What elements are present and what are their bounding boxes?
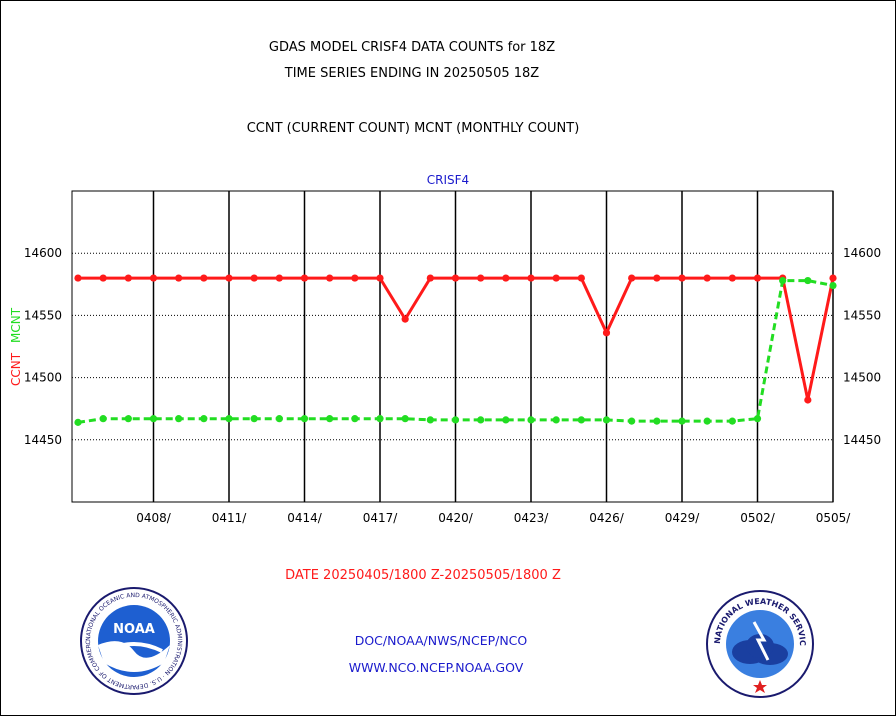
- data-point-ccnt: [200, 274, 208, 282]
- y-axis-label-ccnt: CCNT: [9, 352, 23, 386]
- panel-label: CRISF4: [427, 173, 469, 187]
- data-point-ccnt: [577, 274, 585, 282]
- data-point-ccnt: [678, 274, 686, 282]
- noaa-logo: NATIONAL OCEANIC AND ATMOSPHERIC ADMINIS…: [80, 587, 188, 695]
- x-tick-label: 0420/: [438, 511, 474, 525]
- data-point-mcnt: [351, 415, 359, 423]
- data-point-ccnt: [804, 396, 812, 404]
- data-point-mcnt: [703, 417, 711, 425]
- data-point-ccnt: [275, 274, 283, 282]
- x-axis-label: DATE 20250405/1800 Z-20250505/1800 Z: [285, 568, 561, 583]
- data-point-ccnt: [753, 274, 762, 282]
- data-point-ccnt: [99, 274, 107, 282]
- data-point-mcnt: [653, 417, 661, 425]
- data-point-ccnt: [74, 274, 82, 282]
- footer-org-path: DOC/NOAA/NWS/NCEP/NCO: [355, 633, 528, 648]
- y-tick-label-left: 14550: [24, 308, 62, 322]
- x-tick-label: 0429/: [665, 511, 701, 525]
- noaa-wordmark: NOAA: [113, 622, 155, 637]
- data-point-mcnt: [829, 281, 837, 290]
- x-tick-label: 0417/: [363, 511, 399, 525]
- data-point-ccnt: [426, 274, 434, 282]
- data-point-ccnt: [728, 274, 736, 282]
- data-point-mcnt: [300, 415, 309, 423]
- data-point-ccnt: [250, 274, 258, 282]
- y-axis-label-mcnt: MCNT: [9, 307, 23, 343]
- data-point-mcnt: [99, 415, 107, 423]
- data-point-mcnt: [477, 416, 485, 424]
- nws-logo: NATIONAL WEATHER SERVICE: [706, 590, 814, 698]
- data-point-ccnt: [502, 274, 510, 282]
- y-tick-label-left: 14500: [24, 371, 62, 385]
- data-point-mcnt: [175, 415, 183, 423]
- chart-title-line-3: CCNT (CURRENT COUNT) MCNT (MONTHLY COUNT…: [247, 121, 580, 136]
- y-tick-label-left: 14450: [24, 433, 62, 447]
- data-point-ccnt: [300, 274, 309, 282]
- data-point-ccnt: [175, 274, 183, 282]
- data-point-mcnt: [149, 415, 158, 423]
- data-point-mcnt: [753, 415, 762, 423]
- x-tick-label: 0426/: [589, 511, 625, 525]
- y-tick-label-right: 14550: [843, 308, 881, 322]
- data-point-ccnt: [225, 274, 233, 282]
- data-point-mcnt: [376, 415, 384, 423]
- x-tick-label: 0408/: [136, 511, 172, 525]
- series-layer: [74, 274, 837, 426]
- footer-website: WWW.NCO.NCEP.NOAA.GOV: [349, 660, 524, 675]
- data-point-mcnt: [124, 415, 132, 423]
- x-tick-label: 0502/: [740, 511, 776, 525]
- data-point-ccnt: [376, 274, 384, 282]
- data-point-ccnt: [149, 274, 158, 282]
- y-tick-label-right: 14600: [843, 246, 881, 260]
- x-tick-label: 0411/: [212, 511, 248, 525]
- data-point-mcnt: [779, 276, 787, 285]
- data-point-ccnt: [477, 274, 485, 282]
- data-point-ccnt: [628, 274, 636, 282]
- data-point-mcnt: [804, 276, 812, 285]
- data-point-ccnt: [401, 315, 409, 323]
- x-tick-labels: 0408/0411/0414/0417/0420/0423/0426/0429/…: [136, 511, 851, 525]
- data-point-ccnt: [527, 274, 535, 282]
- data-point-mcnt: [250, 415, 258, 423]
- plot-area-border: [71, 190, 834, 503]
- data-point-mcnt: [502, 416, 510, 424]
- data-point-mcnt: [401, 415, 409, 423]
- data-point-mcnt: [602, 416, 611, 424]
- data-point-ccnt: [451, 274, 460, 282]
- chart-title-line-2: TIME SERIES ENDING IN 20250505 18Z: [284, 66, 540, 81]
- data-point-mcnt: [628, 417, 636, 425]
- data-point-ccnt: [829, 274, 837, 282]
- data-point-mcnt: [200, 415, 208, 423]
- x-tick-label: 0414/: [287, 511, 323, 525]
- data-point-ccnt: [351, 274, 359, 282]
- y-tick-label-right: 14500: [843, 371, 881, 385]
- data-point-ccnt: [326, 274, 334, 282]
- data-point-mcnt: [275, 415, 283, 423]
- y-tick-labels: 14450 14450 14500 14500 14550 14550 14600 14600: [24, 246, 881, 447]
- data-point-mcnt: [577, 416, 585, 424]
- y-tick-label-left: 14600: [24, 246, 62, 260]
- data-point-mcnt: [225, 415, 233, 423]
- data-point-mcnt: [552, 416, 560, 424]
- data-point-mcnt: [426, 416, 434, 424]
- data-point-mcnt: [728, 417, 736, 425]
- data-point-ccnt: [124, 274, 132, 282]
- chart-title-line-1: GDAS MODEL CRISF4 DATA COUNTS for 18Z: [269, 40, 555, 55]
- data-point-mcnt: [451, 416, 460, 424]
- data-point-ccnt: [653, 274, 661, 282]
- data-point-mcnt: [74, 418, 82, 426]
- data-point-ccnt: [552, 274, 560, 282]
- data-point-ccnt: [602, 329, 611, 337]
- data-point-ccnt: [703, 274, 711, 282]
- x-tick-label: 0505/: [816, 511, 852, 525]
- data-point-mcnt: [326, 415, 334, 423]
- grid-layer: [71, 190, 834, 503]
- data-point-mcnt: [678, 417, 686, 425]
- y-tick-label-right: 14450: [843, 433, 881, 447]
- x-tick-label: 0423/: [514, 511, 550, 525]
- data-point-mcnt: [527, 416, 535, 424]
